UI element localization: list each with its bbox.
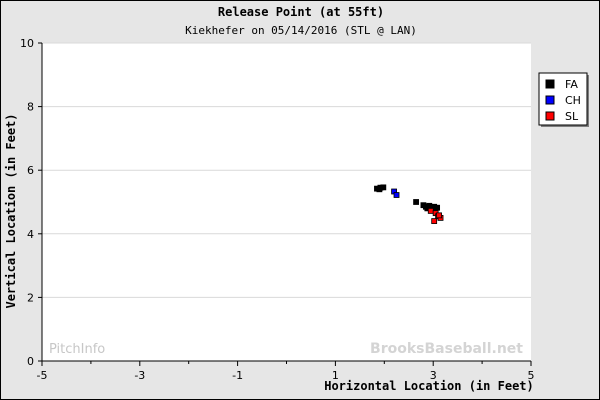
y-tick-label: 10	[20, 37, 34, 50]
legend-items: FA CH SL	[545, 78, 581, 123]
point-fa	[413, 199, 419, 205]
x-axis-label: Horizontal Location (in Feet)	[324, 379, 534, 393]
gridlines	[42, 42, 531, 298]
point-sl	[431, 218, 438, 224]
point-fa	[434, 204, 441, 211]
legend-label-ch: CH	[565, 94, 581, 107]
y-tick-label: 4	[27, 228, 34, 241]
y-tick-label: 0	[27, 355, 34, 368]
legend-swatch-fa	[545, 79, 555, 89]
y-axis-ticks: 0 2 4 6 8 10	[20, 37, 42, 368]
x-tick-label: -5	[37, 369, 48, 382]
point-sl	[427, 208, 434, 214]
legend-swatch-ch	[545, 95, 555, 105]
x-tick-label: 3	[430, 369, 437, 382]
x-tick-label: 5	[528, 369, 535, 382]
x-axis-ticks: -5 -3 -1 1 3 5	[37, 361, 535, 382]
x-tick-label: -1	[232, 369, 243, 382]
pitchinfo-watermark: PitchInfo	[49, 342, 105, 357]
chart-subtitle: Kiekhefer on 05/14/2016 (STL @ LAN)	[185, 24, 417, 37]
point-ch	[393, 192, 400, 198]
y-tick-label: 8	[27, 101, 34, 114]
legend-swatch-sl	[545, 111, 555, 121]
y-axis-label: Vertical Location (in Feet)	[4, 113, 18, 308]
y-tick-label: 2	[27, 291, 34, 304]
chart-title: Release Point (at 55ft)	[218, 5, 384, 19]
x-tick-label: 1	[332, 369, 339, 382]
legend-label-fa: FA	[565, 78, 578, 91]
brooksbaseball-watermark: BrooksBaseball.net	[370, 341, 523, 357]
x-tick-label: -3	[134, 369, 145, 382]
point-sl	[436, 212, 442, 219]
watermark-group: PitchInfo BrooksBaseball.net	[49, 341, 523, 357]
plot-area	[42, 43, 531, 361]
data-points	[374, 184, 444, 224]
point-fa	[376, 186, 383, 193]
legend-label-sl: SL	[565, 110, 579, 123]
y-tick-label: 6	[27, 164, 34, 177]
legend: FA CH SL	[538, 72, 589, 127]
